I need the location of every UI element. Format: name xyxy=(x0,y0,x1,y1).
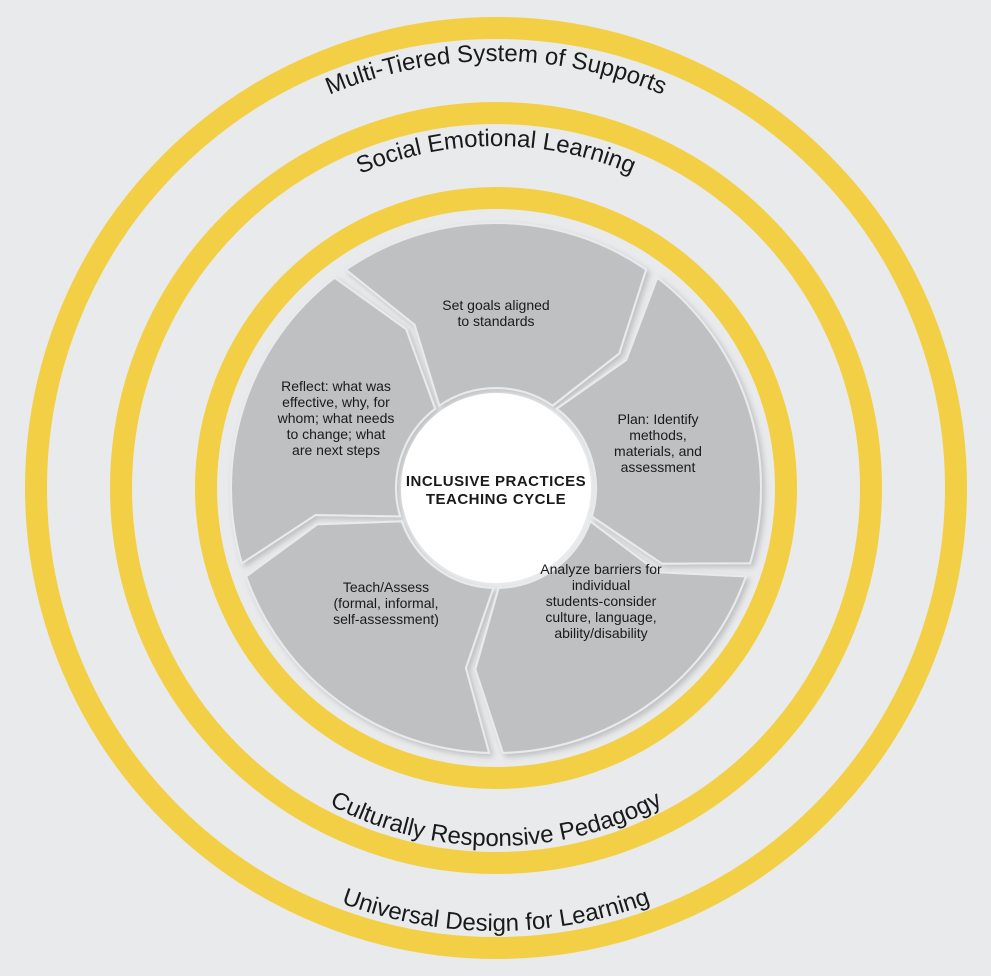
center-title: INCLUSIVE PRACTICESTEACHING CYCLE xyxy=(405,473,585,508)
segment-label: Analyze barriers forindividualstudents-c… xyxy=(540,561,662,641)
segment-label: Set goals alignedto standards xyxy=(442,297,549,329)
segment-label: Teach/Assess(formal, informal,self-asses… xyxy=(333,579,439,627)
inclusive-practices-diagram: Multi-Tiered System of SupportsUniversal… xyxy=(16,8,976,968)
segment-label: Plan: Identifymethods,materials, andasse… xyxy=(614,411,702,475)
segment-label: Reflect: what waseffective, why, forwhom… xyxy=(276,378,394,458)
